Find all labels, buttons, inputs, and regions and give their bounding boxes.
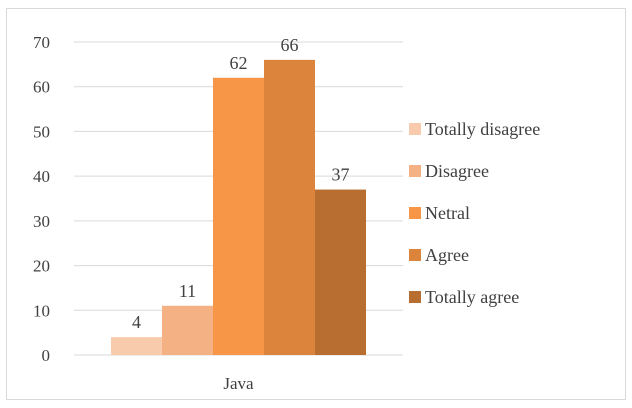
- y-tick-label: 50: [33, 122, 50, 141]
- y-tick-label: 30: [33, 212, 50, 231]
- data-label: 62: [230, 53, 248, 73]
- bar: [315, 189, 366, 355]
- y-axis-ticks: 0 10 20 30 40 50 60 70: [33, 33, 50, 365]
- bars: [111, 59, 366, 356]
- legend-swatch: [409, 165, 421, 177]
- data-label: 4: [132, 312, 141, 332]
- x-axis-ticks: Java: [223, 374, 254, 393]
- legend-label: Totally disagree: [425, 119, 540, 139]
- bar: [213, 77, 264, 356]
- y-tick-label: 40: [33, 167, 50, 186]
- legend-label: Netral: [425, 203, 470, 223]
- y-tick-label: 60: [33, 78, 50, 97]
- legend-swatch: [409, 123, 421, 135]
- data-label: 11: [179, 281, 196, 301]
- legend-swatch: [409, 291, 421, 303]
- x-tick-label: Java: [223, 374, 254, 393]
- data-labels: 4 11 62 66 37: [132, 35, 350, 332]
- legend-swatch: [409, 249, 421, 261]
- data-label: 37: [332, 165, 350, 185]
- bar: [264, 59, 315, 356]
- y-tick-label: 20: [33, 257, 50, 276]
- legend-swatch: [409, 207, 421, 219]
- bar: [162, 305, 213, 355]
- data-label: 66: [281, 35, 299, 55]
- legend: Totally disagree Disagree Netral Agree Total…: [409, 119, 540, 307]
- legend-label: Agree: [425, 245, 469, 265]
- y-tick-label: 0: [42, 346, 51, 365]
- bar: [111, 337, 162, 355]
- y-tick-label: 10: [33, 301, 50, 320]
- legend-label: Disagree: [425, 161, 489, 181]
- legend-label: Totally agree: [425, 287, 519, 307]
- y-tick-label: 70: [33, 33, 50, 52]
